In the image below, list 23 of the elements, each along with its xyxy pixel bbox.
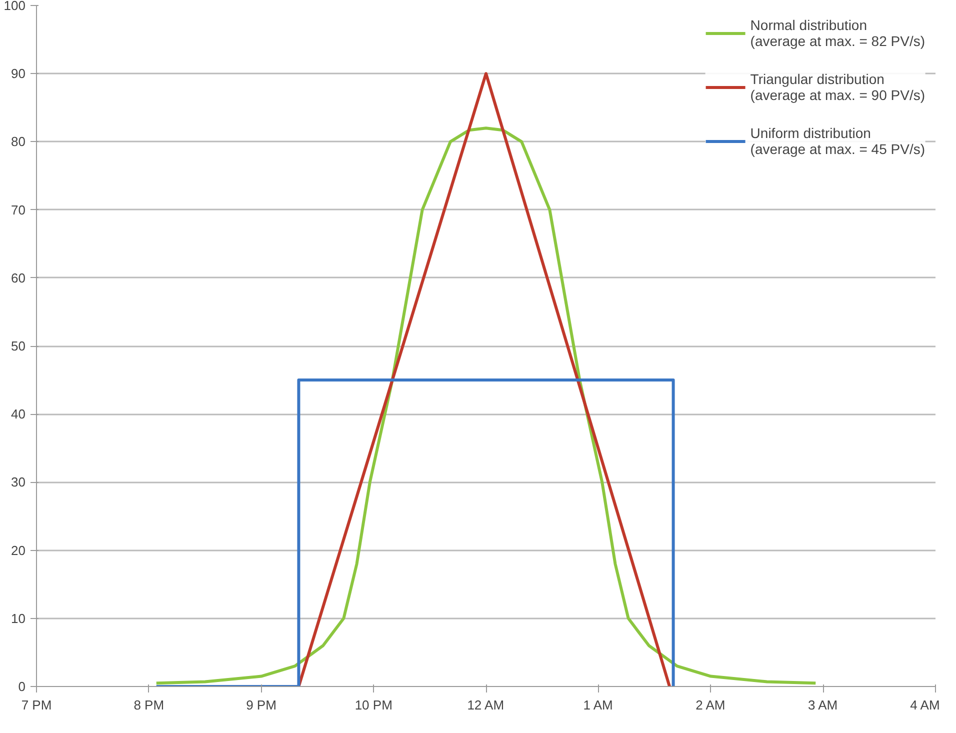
y-tick-label: 100 [4, 0, 26, 13]
y-tick-label: 70 [11, 202, 26, 218]
x-tick-label: 3 AM [808, 698, 838, 712]
legend-label: Triangular distribution (average at max. = 90 PV/s) [750, 70, 925, 105]
y-tick-label: 10 [11, 610, 26, 626]
x-tick-label: 12 AM [467, 698, 504, 712]
x-tick-label: 9 PM [246, 698, 276, 712]
x-tick-label: 2 AM [696, 698, 726, 712]
y-tick-label: 60 [11, 270, 26, 286]
x-tick-label: 10 PM [354, 698, 392, 712]
y-tick-label: 0 [18, 679, 26, 694]
x-tick-label: 1 AM [583, 698, 613, 712]
x-tick-label: 8 PM [134, 698, 164, 712]
y-tick-label: 30 [11, 474, 26, 490]
x-tick-label: 4 AM [910, 698, 940, 712]
y-tick-label: 80 [11, 134, 26, 150]
y-tick-label: 90 [11, 66, 26, 82]
x-tick-label: 7 PM [21, 698, 52, 712]
legend-label: Normal distribution (average at max. = 82 PV/s) [750, 16, 925, 51]
y-tick-label: 20 [11, 542, 26, 558]
legend-label: Uniform distribution (average at max. = 45 PV/s) [750, 124, 925, 159]
y-tick-label: 50 [11, 338, 26, 354]
y-tick-label: 40 [11, 406, 26, 422]
